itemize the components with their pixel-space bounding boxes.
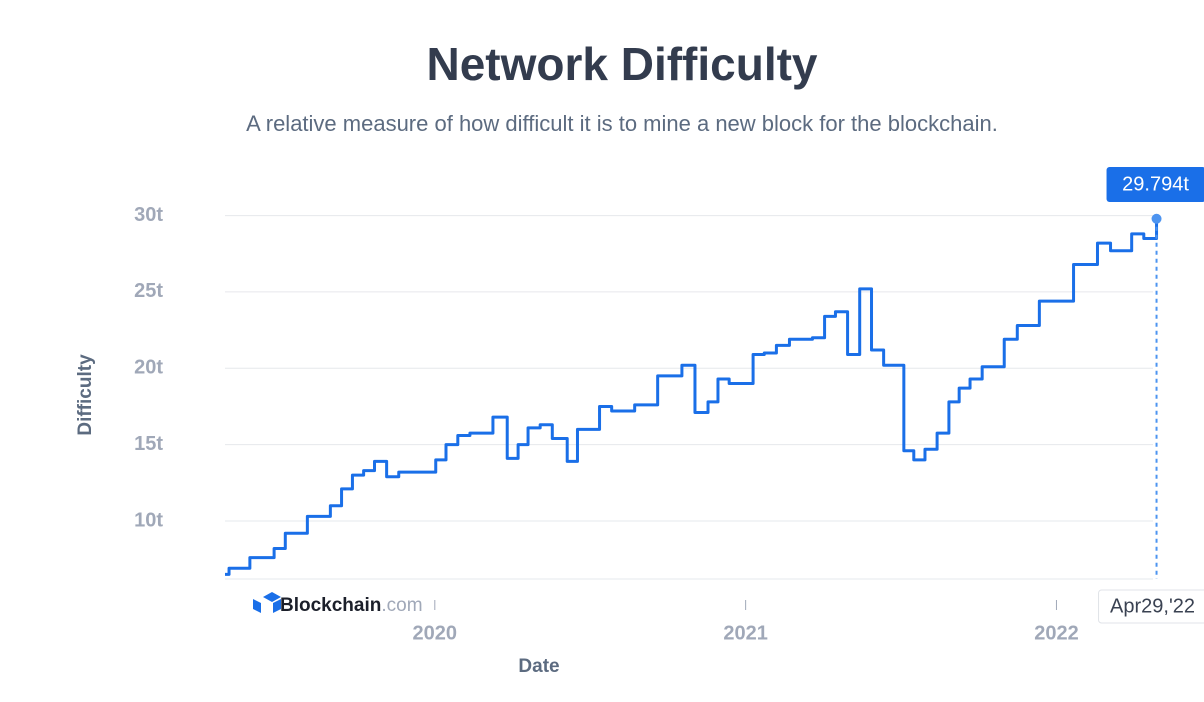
x-axis-label: Date — [518, 656, 559, 677]
y-tick-label: 20t — [134, 357, 163, 379]
watermark: Blockchain.com — [253, 592, 423, 616]
logo-text: Blockchain.com — [280, 595, 423, 616]
value-tooltip — [1106, 167, 1204, 202]
y-tick-label: 30t — [134, 204, 163, 226]
y-tick-label: 10t — [134, 509, 163, 531]
y-tick-label: 25t — [134, 280, 163, 302]
data-line — [225, 218, 1159, 576]
chart-title: Network Difficulty — [426, 38, 817, 90]
logo-icon — [253, 592, 281, 613]
x-tick-label: 2022 — [1034, 622, 1079, 644]
hover-point — [1151, 213, 1162, 224]
x-tick-label: 2020 — [413, 622, 458, 644]
y-tick-label: 15t — [134, 433, 163, 455]
x-tick-label: 2021 — [723, 622, 768, 644]
logo-name: Blockchain — [280, 595, 381, 616]
date-tooltip — [1098, 589, 1204, 624]
chart-subtitle: A relative measure of how difficult it i… — [246, 111, 998, 136]
date-tooltip-label: Apr29,'22 — [1110, 595, 1195, 617]
y-axis-label: Difficulty — [75, 354, 96, 436]
value-tooltip-label: 29.794t — [1122, 173, 1189, 195]
logo-suffix: .com — [381, 595, 422, 616]
